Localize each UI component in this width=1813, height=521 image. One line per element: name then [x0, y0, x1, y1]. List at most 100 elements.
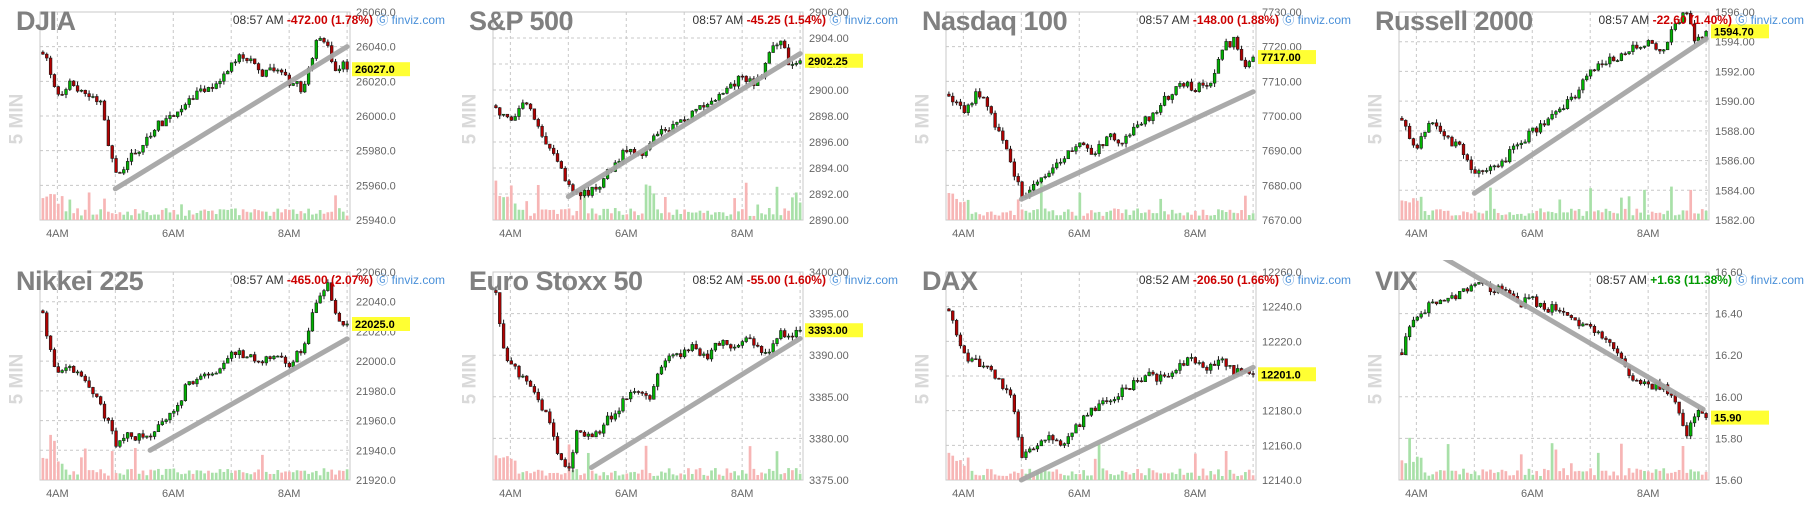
candle-body: [99, 100, 103, 103]
volume-bar: [783, 473, 787, 480]
volume-bar: [1697, 213, 1700, 220]
source-link[interactable]: finviz.com: [1750, 13, 1804, 27]
chart-panel[interactable]: 26060.0 26040.0 26020.0 26000.0 25980.0 25960…: [0, 0, 453, 260]
volume-bar: [1658, 212, 1662, 220]
candle-body: [528, 103, 533, 110]
candle-body: [1415, 316, 1419, 321]
chart-panel[interactable]: 16.60 16.40 16.20 16.00 15.80 15.60 4AM 6AM 8AM 1…: [1359, 260, 1812, 520]
candle: [1008, 387, 1013, 398]
candle-body: [617, 410, 621, 415]
candle-body: [798, 60, 802, 64]
candle-body: [509, 116, 513, 121]
source-link[interactable]: finviz.com: [391, 13, 445, 27]
circle-link-icon: Ⓖ: [1282, 273, 1298, 287]
volume-bar: [760, 213, 763, 220]
volume-bar: [1627, 196, 1631, 220]
source-link[interactable]: finviz.com: [1297, 13, 1351, 27]
candle-body: [548, 411, 552, 424]
candle: [1411, 137, 1416, 148]
chart-panel[interactable]: 2906.002904.002902.002900.002898.002896.…: [453, 0, 906, 260]
volume-bar: [1028, 212, 1032, 220]
chart-panel[interactable]: 3400.00 3395.00 3390.00 3385.00 3380.00 3375.…: [453, 260, 906, 520]
candle-body: [602, 424, 606, 434]
y-tick-label: 26000.0: [356, 111, 396, 123]
candle-body: [95, 96, 99, 103]
volume-bar: [629, 472, 633, 480]
chart-panel[interactable]: 12260.012240.012220.012200.012180.012160…: [906, 260, 1359, 520]
chart-panel[interactable]: 7730.00 7720.00 7710.00 7700.00 7690.00 7680.…: [906, 0, 1359, 260]
candle: [1608, 53, 1612, 68]
chart-svg: 26060.026040.026020.026000.025980.025960…: [39, 7, 410, 240]
candle-body: [721, 340, 725, 346]
candle: [1477, 281, 1481, 285]
candle-body: [655, 133, 660, 137]
candle: [1085, 412, 1090, 417]
candle: [798, 58, 802, 65]
candle: [1074, 422, 1078, 434]
candle-body: [1232, 365, 1236, 375]
volume-bar: [191, 214, 195, 220]
candle-body: [1646, 40, 1650, 47]
candle: [1550, 110, 1554, 121]
candle-body: [1538, 123, 1543, 133]
volume-bar: [1623, 475, 1627, 480]
volume-bar: [590, 208, 594, 220]
candle: [1216, 356, 1221, 370]
candle-body: [249, 58, 253, 62]
volume-bar: [1240, 475, 1243, 480]
candle: [241, 52, 245, 62]
candle-body: [1450, 295, 1454, 299]
candle-body: [260, 69, 265, 77]
y-tick-label: 22000.0: [356, 356, 396, 368]
candle-body: [698, 105, 702, 110]
source-link[interactable]: finviz.com: [1297, 273, 1351, 287]
volume-bar: [955, 460, 958, 480]
candle-body: [1407, 326, 1412, 338]
candle-body: [1020, 181, 1024, 198]
candle: [191, 380, 195, 385]
candle: [1450, 292, 1454, 300]
volume-bar: [744, 473, 748, 480]
chart-panel[interactable]: 22060.0 22040.0 22020.0 22000.0 21980.0 21960…: [0, 260, 453, 520]
candle: [237, 347, 241, 359]
candle-body: [771, 45, 775, 53]
candle: [625, 146, 629, 154]
volume-bar: [83, 448, 87, 480]
source-link[interactable]: finviz.com: [844, 273, 898, 287]
candle: [1689, 10, 1693, 25]
volume-bar: [648, 185, 652, 220]
volume-bar: [590, 470, 594, 480]
candle: [1093, 406, 1097, 412]
chart-panel[interactable]: 1596.00 1594.00 1592.00 1590.00 1588.00 1586.…: [1359, 0, 1812, 260]
candle: [997, 377, 1001, 380]
candle: [1554, 301, 1558, 312]
source-link[interactable]: finviz.com: [391, 273, 445, 287]
candle: [636, 390, 641, 395]
candle-body: [1596, 331, 1600, 334]
volume-bar: [951, 193, 955, 220]
volume-bar: [1163, 211, 1166, 220]
volume-bar: [1623, 208, 1627, 220]
candle: [978, 88, 982, 100]
candle: [1600, 330, 1604, 340]
volume-bar: [513, 460, 517, 480]
candle-body: [1638, 380, 1643, 385]
y-tick-label: 1582.00: [1715, 215, 1755, 227]
volume-bar: [257, 210, 260, 220]
volume-bar: [214, 472, 218, 480]
candle-body: [1201, 82, 1205, 86]
source-link[interactable]: finviz.com: [844, 13, 898, 27]
candle: [644, 391, 648, 400]
candle: [68, 364, 72, 371]
candle-body: [1454, 141, 1458, 147]
y-tick-label: 15.80: [1715, 433, 1743, 445]
source-link[interactable]: finviz.com: [1750, 273, 1804, 287]
volume-bar: [72, 471, 76, 480]
volume-bar: [970, 213, 974, 220]
candle: [1139, 121, 1144, 126]
candles: [947, 35, 1255, 202]
candle: [954, 318, 959, 337]
volume-bar: [133, 209, 137, 220]
volume-bar: [141, 210, 145, 220]
volume-bar: [602, 472, 606, 480]
